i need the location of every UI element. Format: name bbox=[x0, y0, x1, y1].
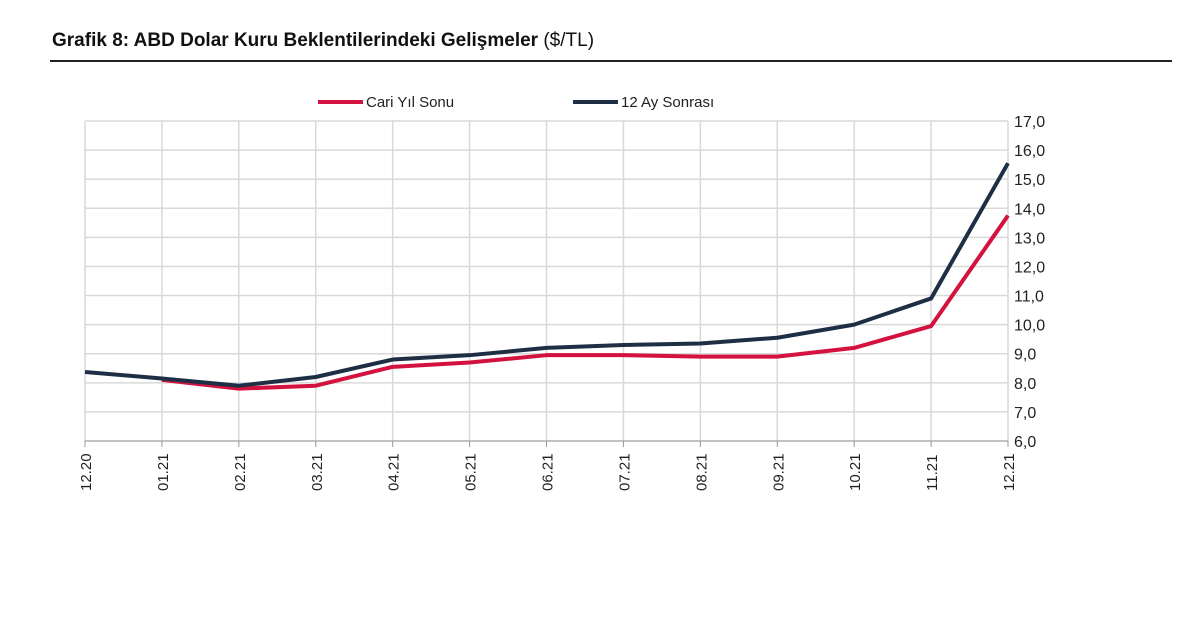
x-tick-label: 01.21 bbox=[155, 453, 172, 491]
legend-label: Cari Yıl Sonu bbox=[366, 94, 454, 111]
y-tick-label: 6,0 bbox=[1014, 434, 1036, 451]
title-bold: Grafik 8: ABD Dolar Kuru Beklentilerinde… bbox=[52, 30, 539, 51]
y-tick-label: 16,0 bbox=[1014, 143, 1045, 160]
y-tick-label: 17,0 bbox=[1014, 114, 1045, 131]
y-tick-label: 12,0 bbox=[1014, 259, 1045, 276]
chart-title: Grafik 8: ABD Dolar Kuru Beklentilerinde… bbox=[52, 30, 594, 52]
x-tick-label: 12.20 bbox=[78, 453, 95, 491]
y-tick-label: 15,0 bbox=[1014, 172, 1045, 189]
y-tick-label: 14,0 bbox=[1014, 201, 1045, 218]
x-tick-label: 03.21 bbox=[309, 453, 326, 491]
x-tick-label: 06.21 bbox=[540, 453, 557, 491]
series-line-cari-yil-sonu bbox=[161, 214, 1010, 391]
y-tick-label: 7,0 bbox=[1014, 405, 1036, 422]
x-tick-label: 05.21 bbox=[463, 453, 480, 491]
y-tick-label: 11,0 bbox=[1014, 289, 1044, 306]
x-tick-label: 02.21 bbox=[232, 453, 249, 491]
x-tick-label: 10.21 bbox=[847, 453, 864, 491]
title-unit: ($/TL) bbox=[543, 30, 595, 51]
title-rule bbox=[50, 60, 1172, 62]
x-tick-label: 08.21 bbox=[693, 453, 710, 491]
legend-label: 12 Ay Sonrası bbox=[621, 94, 714, 111]
x-tick-label: 11.21 bbox=[924, 455, 941, 491]
y-tick-label: 13,0 bbox=[1014, 230, 1045, 247]
x-tick-label: 09.21 bbox=[770, 453, 787, 491]
y-tick-label: 10,0 bbox=[1014, 318, 1045, 335]
x-tick-label: 12.21 bbox=[1001, 453, 1018, 491]
y-tick-label: 8,0 bbox=[1014, 376, 1036, 393]
x-tick-label: 04.21 bbox=[386, 453, 403, 491]
y-tick-label: 9,0 bbox=[1014, 347, 1036, 364]
x-tick-label: 07.21 bbox=[616, 453, 633, 491]
